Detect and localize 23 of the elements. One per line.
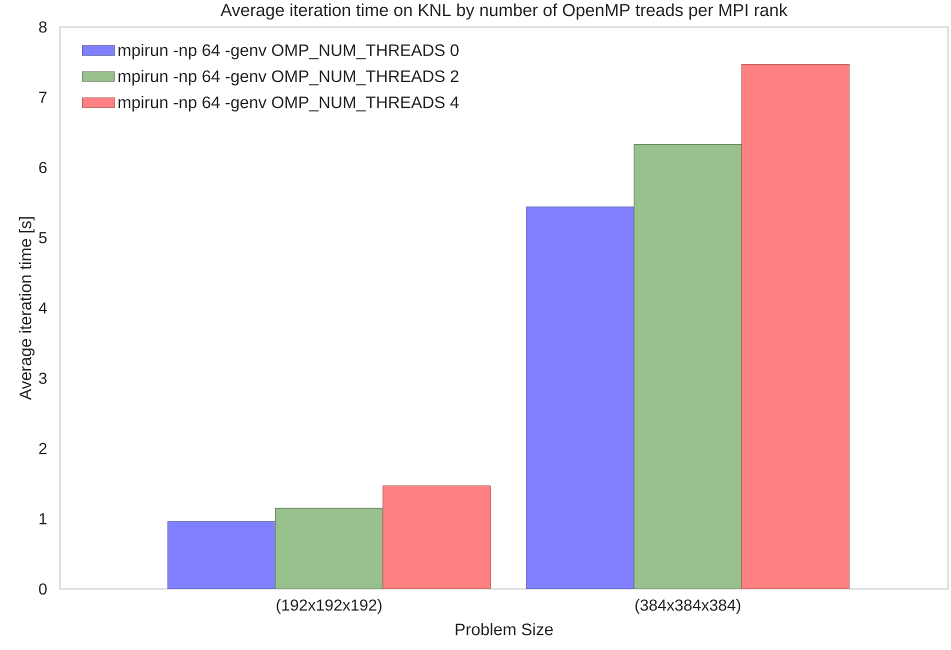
bar <box>741 64 850 589</box>
x-axis-title: Problem Size <box>456 623 553 636</box>
legend-label: mpirun -np 64 -genv OMP_NUM_THREADS 4 <box>118 96 459 112</box>
y-tick-label: 4 <box>38 302 47 314</box>
legend-label: mpirun -np 64 -genv OMP_NUM_THREADS 0 <box>118 44 459 60</box>
bar <box>167 521 276 589</box>
x-tick-label: (192x192x192) <box>276 599 382 614</box>
y-tick-label: 6 <box>39 162 47 174</box>
y-tick-label: 7 <box>39 92 46 103</box>
bar <box>634 144 742 589</box>
y-tick-label: 0 <box>39 583 47 595</box>
chart-title: Average iteration time on KNL by number of OpenMP treads per MPI rank <box>220 3 788 20</box>
bar <box>382 485 491 589</box>
y-axis-title: Average iteration time [s] <box>19 217 35 400</box>
y-tick-label: 2 <box>39 442 46 454</box>
bar <box>275 508 384 589</box>
x-tick-label: (384x384x384) <box>635 599 740 614</box>
y-tick-label: 1 <box>40 513 47 524</box>
y-tick-label: 5 <box>39 232 47 244</box>
y-tick-label: 3 <box>39 372 47 384</box>
bar <box>526 206 634 589</box>
y-tick-label: 8 <box>39 21 47 33</box>
legend-label: mpirun -np 64 -genv OMP_NUM_THREADS 2 <box>118 70 458 86</box>
